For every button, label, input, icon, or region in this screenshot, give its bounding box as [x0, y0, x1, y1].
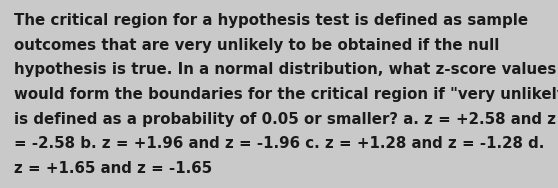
Text: outcomes that are very unlikely to be obtained if the null: outcomes that are very unlikely to be ob…: [14, 38, 499, 53]
Text: would form the boundaries for the critical region if "very unlikely": would form the boundaries for the critic…: [14, 87, 558, 102]
Text: hypothesis is true. In a normal distribution, what z-score values: hypothesis is true. In a normal distribu…: [14, 62, 556, 77]
Text: is defined as a probability of 0.05 or smaller? a. z = +2.58 and z: is defined as a probability of 0.05 or s…: [14, 112, 556, 127]
Text: z = +1.65 and z = -1.65: z = +1.65 and z = -1.65: [14, 161, 212, 176]
Text: = -2.58 b. z = +1.96 and z = -1.96 c. z = +1.28 and z = -1.28 d.: = -2.58 b. z = +1.96 and z = -1.96 c. z …: [14, 136, 544, 151]
Text: The critical region for a hypothesis test is defined as sample: The critical region for a hypothesis tes…: [14, 13, 528, 28]
